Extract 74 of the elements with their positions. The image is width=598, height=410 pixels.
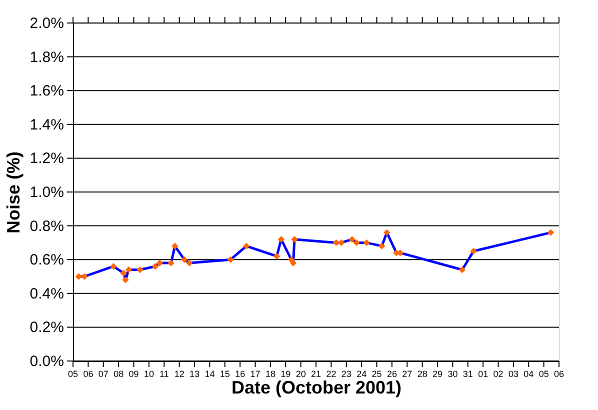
y-tick-label: 0.6% — [30, 252, 64, 269]
point — [125, 266, 132, 274]
x-tick-label: 02 — [493, 369, 504, 379]
x-tick-label: 03 — [508, 369, 518, 379]
x-tick-label: 08 — [114, 369, 124, 379]
point — [152, 263, 159, 270]
x-axis-title: Date (October 2001) — [231, 378, 402, 398]
point — [290, 260, 297, 266]
point — [338, 239, 345, 246]
x-tick-label: 13 — [189, 369, 200, 379]
y-tick-label: 1.2% — [30, 150, 64, 168]
point — [243, 242, 250, 250]
x-tick-label: 01 — [478, 369, 488, 379]
point — [168, 260, 174, 266]
x-tick-label: 19 — [280, 369, 291, 379]
point — [120, 270, 127, 276]
y-tick-label: 0.2% — [30, 319, 64, 336]
x-tick-label: 10 — [144, 369, 154, 379]
x-tick-label: 05 — [68, 369, 78, 379]
point — [348, 236, 356, 243]
x-tick-label: 26 — [386, 369, 397, 379]
x-tick-label: 06 — [83, 369, 94, 379]
point — [110, 263, 117, 270]
x-tick-label: 18 — [265, 369, 276, 379]
x-tick-label: 16 — [235, 369, 246, 379]
x-tick-label: 09 — [128, 369, 139, 379]
x-tick-label: 27 — [402, 369, 412, 379]
x-tick-label: 30 — [448, 369, 458, 379]
y-tick-label: 0.4% — [30, 285, 64, 302]
x-tick-label: 20 — [296, 369, 306, 379]
point — [458, 266, 466, 274]
point — [273, 252, 280, 260]
point — [136, 266, 144, 274]
point — [291, 236, 298, 243]
point — [81, 273, 88, 280]
point — [227, 256, 234, 263]
x-tick-label: 05 — [538, 369, 549, 379]
point — [186, 260, 193, 266]
y-axis-title: Noise (%) — [4, 151, 24, 234]
y-tick-label: 2.0% — [30, 15, 64, 32]
point — [353, 239, 360, 246]
point — [156, 260, 164, 266]
x-tick-label: 29 — [432, 369, 443, 379]
x-tick-label: 25 — [372, 369, 382, 379]
x-tick-label: 22 — [326, 369, 336, 379]
y-tick-label: 1.6% — [30, 82, 64, 100]
point — [278, 236, 285, 243]
x-tick-label: 24 — [356, 369, 367, 379]
point — [378, 242, 386, 250]
x-tick-label: 11 — [159, 369, 169, 379]
y-tick-label: 1.4% — [30, 116, 64, 134]
point — [470, 248, 477, 255]
point — [384, 229, 390, 236]
x-tick-label: 15 — [220, 369, 230, 379]
x-tick-label: 17 — [250, 369, 260, 379]
x-tick-label: 31 — [462, 369, 473, 379]
point — [122, 276, 129, 284]
x-tick-label: 23 — [341, 369, 352, 379]
x-tick-label: 28 — [417, 369, 428, 379]
y-tick-label: 0.0% — [30, 353, 64, 370]
point — [363, 239, 370, 246]
point — [181, 256, 188, 263]
y-tick-label: 1.8% — [30, 48, 64, 66]
x-tick-label: 21 — [310, 369, 322, 379]
x-tick-label: 07 — [98, 369, 108, 379]
x-tick-label: 12 — [174, 369, 184, 379]
x-tick-label: 04 — [524, 369, 534, 379]
y-tick-label: 0.8% — [30, 218, 64, 235]
point — [75, 273, 82, 280]
x-tick-label: 06 — [554, 369, 564, 379]
point — [172, 242, 178, 250]
x-tick-label: 14 — [204, 369, 215, 379]
point — [547, 229, 554, 236]
y-tick-label: 1.0% — [30, 184, 64, 201]
